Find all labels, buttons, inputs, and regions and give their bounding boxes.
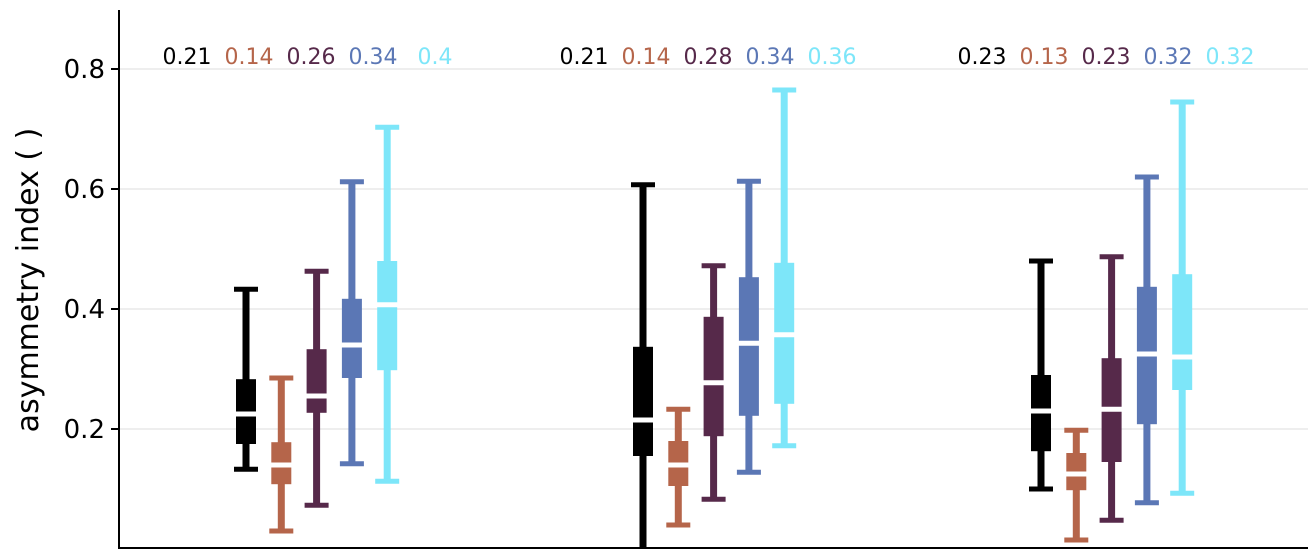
axes bbox=[118, 10, 1308, 549]
iqr-box bbox=[738, 277, 759, 416]
median-annotation: 0.32 bbox=[1206, 45, 1255, 70]
y-tick-labels: 0.2 0.4 0.6 0.8 bbox=[64, 55, 105, 445]
box-g1-s1 bbox=[234, 286, 258, 472]
median-annotation: 0.26 bbox=[287, 45, 336, 70]
median-annotations: 0.21 0.14 0.26 0.34 0.4 0.21 0.14 0.28 0.34 0.36 0… bbox=[163, 45, 1255, 70]
median-annotation: 0.4 bbox=[418, 45, 453, 70]
y-tick-label: 0.4 bbox=[64, 295, 105, 325]
box-g3-s2 bbox=[1064, 427, 1089, 543]
median-annotation: 0.28 bbox=[684, 45, 733, 70]
median-annotation: 0.23 bbox=[1082, 45, 1131, 70]
median-annotation: 0.21 bbox=[163, 45, 212, 70]
iqr-box bbox=[341, 298, 362, 378]
median-annotation: 0.34 bbox=[349, 45, 398, 70]
box-g1-s5 bbox=[375, 124, 400, 484]
box-g3-s1 bbox=[1029, 258, 1053, 492]
median-annotation: 0.34 bbox=[746, 45, 795, 70]
box-g1-s3 bbox=[304, 268, 329, 508]
iqr-box bbox=[1172, 274, 1193, 390]
median-annotation: 0.32 bbox=[1144, 45, 1193, 70]
box-g2-s3 bbox=[701, 263, 726, 502]
box-g3-s5 bbox=[1170, 99, 1195, 496]
median-annotation: 0.36 bbox=[808, 45, 857, 70]
median-annotation: 0.14 bbox=[225, 45, 274, 70]
box-g2-s2 bbox=[666, 406, 691, 528]
iqr-box bbox=[633, 346, 653, 456]
median-annotation: 0.14 bbox=[622, 45, 671, 70]
median-annotation: 0.21 bbox=[560, 45, 609, 70]
box-g1-s2 bbox=[269, 375, 294, 534]
y-tick-label: 0.8 bbox=[64, 55, 105, 85]
boxes bbox=[234, 87, 1195, 549]
iqr-box bbox=[377, 261, 398, 371]
y-axis-title: asymmetry index ( ) bbox=[11, 128, 46, 433]
box-g1-s4 bbox=[339, 179, 364, 467]
median-annotation: 0.23 bbox=[958, 45, 1007, 70]
y-tick-label: 0.6 bbox=[64, 175, 105, 205]
box-g2-s4 bbox=[736, 178, 761, 475]
box-g3-s4 bbox=[1134, 174, 1159, 506]
iqr-box bbox=[306, 349, 327, 413]
box-g2-s5 bbox=[772, 87, 797, 449]
y-tick-label: 0.2 bbox=[64, 415, 105, 445]
median-annotation: 0.13 bbox=[1020, 45, 1069, 70]
box-g2-s1 bbox=[631, 182, 655, 549]
box-g3-s3 bbox=[1099, 254, 1124, 523]
iqr-box bbox=[703, 316, 724, 437]
